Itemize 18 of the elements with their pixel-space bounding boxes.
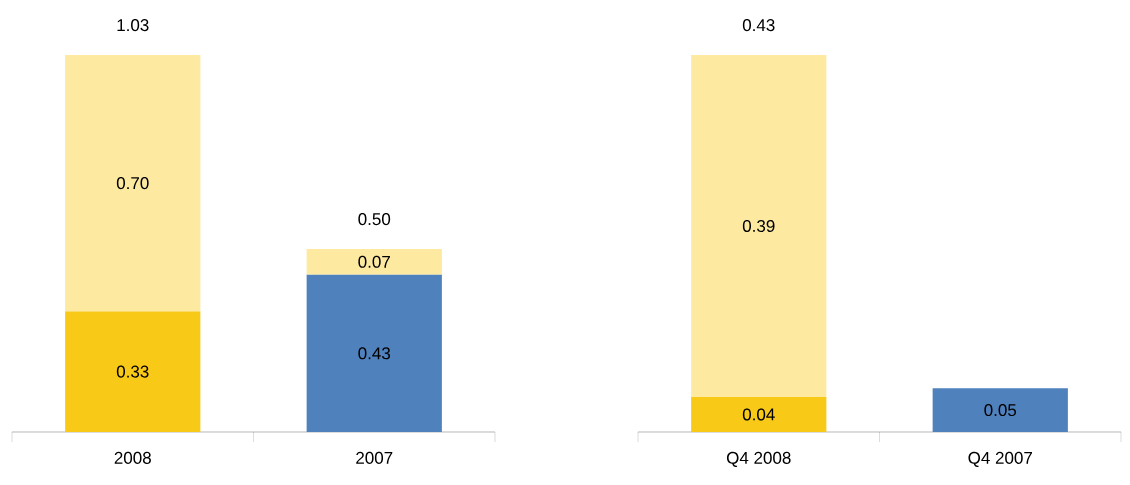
data-label: 0.39 [742, 219, 775, 232]
bar [65, 311, 201, 432]
data-label: 0.33 [116, 365, 149, 378]
data-label: 0.05 [984, 404, 1017, 417]
bar [65, 54, 201, 312]
data-label: 0.07 [358, 255, 390, 268]
bar [306, 248, 442, 275]
data-label: 0.04 [742, 408, 775, 421]
x-tick-label: 2008 [114, 451, 151, 464]
x-tick-label: Q4 2007 [968, 451, 1032, 467]
bar [306, 274, 442, 432]
x-tick-label: 2007 [356, 451, 393, 464]
total-label: 0.50 [358, 213, 391, 226]
total-label: 0.43 [742, 19, 775, 32]
x-tick-label: Q4 2008 [726, 451, 791, 467]
data-label: 0.43 [358, 347, 391, 360]
data-label: 0.70 [116, 177, 149, 190]
total-label: 1.03 [117, 19, 149, 32]
